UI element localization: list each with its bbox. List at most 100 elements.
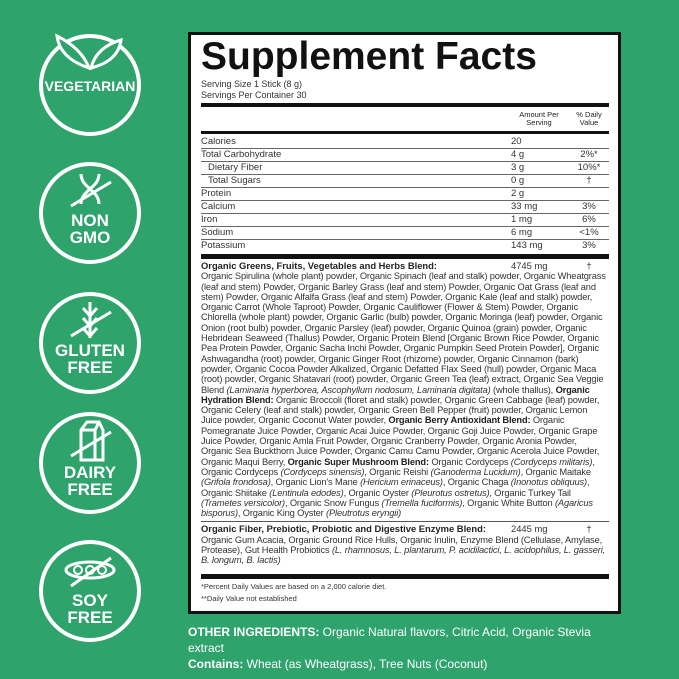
contains-allergens: Contains: Wheat (as Wheatgrass), Tree Nu… — [188, 656, 621, 672]
nutrient-amount: 33 mg — [511, 201, 538, 212]
nutrient-row: Iron 1 mg 6% — [201, 214, 609, 227]
divider — [201, 573, 609, 579]
divider — [201, 103, 609, 107]
ingredient-text: (Cordyceps sinensis) — [280, 466, 365, 477]
ingredient-text: (Ganoderma Lucidum) — [430, 466, 521, 477]
nutrient-amount: 6 mg — [511, 227, 533, 238]
ingredient-text: , Organic White Button — [462, 497, 555, 508]
blend-fiber: Organic Fiber, Prebiotic, Probiotic and … — [201, 523, 609, 566]
divider — [201, 254, 609, 259]
ingredient-text: , Organic Chaga — [442, 477, 511, 488]
nutrient-name: Total Carbohydrate — [201, 149, 282, 160]
ingredient-text: (Inonotus obliquus) — [510, 477, 587, 488]
nutrient-dv: 3% — [582, 240, 596, 251]
footnote-not-established: **Daily Value not established — [201, 593, 297, 603]
other-ingredients-label: OTHER INGREDIENTS: — [188, 624, 320, 639]
nutrient-row: Calories 20 — [201, 136, 609, 149]
ingredient-text: Organic Hydration Blend: — [201, 384, 590, 405]
serving-size: Serving Size 1 Stick (8 g) — [201, 79, 303, 89]
ingredient-text: , Organic King Oyster — [237, 508, 327, 519]
ingredient-text: Organic Pomegranate Juice Powder, Organi… — [201, 415, 600, 467]
ingredient-text: (Grifola frondosa) — [201, 477, 271, 488]
badge-dairy-free: DAIRY FREE — [39, 412, 141, 514]
blend-amount: 2445 mg — [511, 523, 548, 535]
nutrient-name: Protein — [201, 188, 232, 199]
blend-ingredients: Organic Gum Acacia, Organic Ground Rice … — [201, 535, 609, 566]
servings-per-container: Servings Per Container 30 — [201, 90, 307, 100]
nutrient-row: Protein 2 g — [201, 188, 609, 201]
nutrient-name: Iron — [201, 214, 218, 225]
nutrient-dv: <1% — [579, 227, 599, 238]
ingredient-text: Organic Berry Antioxidant Blend: — [388, 415, 531, 426]
nutrient-name: Sodium — [201, 227, 234, 238]
ingredient-text: , Organic Cordyceps — [201, 456, 595, 477]
dna-icon — [70, 173, 112, 208]
badge-label: SOY FREE — [67, 591, 113, 627]
blend-amount: 4745 mg — [511, 260, 548, 271]
nutrient-dv — [569, 188, 609, 200]
ingredient-text: (Tremella fuciformis) — [381, 497, 463, 508]
blend-header: Organic Fiber, Prebiotic, Probiotic and … — [201, 523, 609, 535]
ingredient-text: , Organic Turkey Tail — [489, 487, 571, 498]
divider — [201, 521, 609, 523]
blend-dv: † — [586, 523, 592, 535]
panel-title: Supplement Facts — [201, 35, 537, 78]
nutrient-amount: 20 — [511, 136, 522, 147]
nutrient-row: Potassium 143 mg 3% — [201, 240, 609, 252]
nutrient-amount: 1 mg — [511, 214, 533, 225]
other-ingredients-text: Organic Natural flavors, Citric Acid, Or… — [188, 624, 591, 655]
badge-gluten-free: GLUTEN FREE — [39, 292, 141, 394]
ingredient-text: Organic Super Mushroom Blend: — [287, 456, 429, 467]
ingredient-text: (Laminaria hyperborea, Ascophyllum nodos… — [226, 384, 491, 395]
column-headers: Amount Per Serving % Daily Value — [201, 109, 609, 129]
footnote-dv: *Percent Daily Values are based on a 2,0… — [201, 581, 387, 591]
nutrient-amount: 2 g — [511, 188, 525, 199]
ingredient-text: , Organic Snow Fungus — [284, 497, 382, 508]
ingredient-text: (Lentinula edodes) — [269, 487, 344, 498]
supplement-facts-panel: Supplement Facts Serving Size 1 Stick (8… — [188, 32, 621, 614]
blend-greens: Organic Greens, Fruits, Vegetables and H… — [201, 260, 609, 519]
nutrient-name: Calories — [201, 136, 236, 147]
ingredient-text: (whole thallus), — [490, 384, 556, 395]
blend-name: Organic Fiber, Prebiotic, Probiotic and … — [201, 523, 486, 535]
nutrient-name: Potassium — [201, 240, 246, 251]
nutrient-row: Total Carbohydrate 4 g 2%* — [201, 149, 609, 162]
badge-label: GLUTEN FREE — [55, 341, 125, 377]
nutrient-dv: 10%* — [577, 162, 601, 173]
nutrient-row: Total Sugars 0 g † — [201, 175, 609, 188]
ingredient-text: (Cordyceps militaris) — [510, 456, 593, 467]
nutrient-row: Dietary Fiber 3 g 10%* — [201, 162, 609, 175]
ingredient-text: (Pleurotus ostretus) — [411, 487, 490, 498]
nutrient-row: Calcium 33 mg 3% — [201, 201, 609, 214]
nutrient-amount: 4 g — [511, 149, 525, 160]
soybean-icon — [64, 556, 116, 588]
divider — [201, 131, 609, 134]
nutrient-dv: 3% — [582, 201, 596, 212]
nutrient-name: Total Sugars — [208, 175, 261, 186]
contains-label: Contains: — [188, 656, 244, 671]
col-dv-header: % Daily Value — [576, 110, 602, 127]
nutrient-rows: Calories 20 Total Carbohydrate 4 g 2%* Dietar… — [201, 136, 609, 252]
other-ingredients: OTHER INGREDIENTS: Organic Natural flavo… — [188, 624, 621, 656]
blend-dv: † — [586, 260, 592, 271]
ingredient-text: , Organic Reishi — [364, 466, 431, 477]
blend-header: Organic Greens, Fruits, Vegetables and H… — [201, 260, 609, 271]
milk-carton-icon — [70, 420, 112, 462]
ingredient-text: (Agaricus bisporus) — [201, 497, 593, 519]
ingredient-text: , Organic Shiitake — [201, 477, 590, 498]
nutrient-name: Calcium — [201, 201, 236, 212]
ingredient-text: , Organic Lion's Mane — [270, 477, 361, 488]
facts-column: Supplement Facts Serving Size 1 Stick (8… — [188, 32, 621, 672]
ingredient-text: Organic Spirulina (whole plant) powder, … — [201, 271, 606, 395]
nutrient-amount: 0 g — [511, 175, 525, 186]
ingredient-text: Organic Gum Acacia, Organic Ground Rice … — [201, 534, 603, 556]
col-amount-header: Amount Per Serving — [519, 110, 559, 127]
ingredient-text: (L. rhamnosus, L. plantarum, P. acidilac… — [201, 545, 606, 566]
ingredient-text: Organic Cordyceps — [428, 456, 511, 467]
badge-soy-free: SOY FREE — [39, 540, 141, 642]
ingredient-text: (Trametes versicolor) — [201, 497, 285, 508]
nutrient-row: Sodium 6 mg <1% — [201, 227, 609, 240]
badge-vegetarian: VEGETARIAN — [39, 33, 141, 136]
ingredient-text: , Organic Maitake — [520, 466, 591, 477]
wheat-icon — [70, 302, 112, 339]
